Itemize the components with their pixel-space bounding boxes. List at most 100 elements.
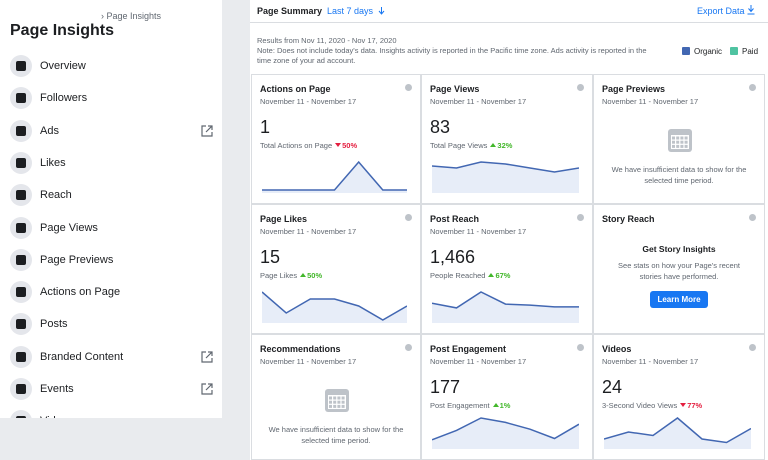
calendar-day — [676, 140, 680, 144]
calendar-day — [337, 396, 341, 400]
metric-change: 32% — [490, 141, 512, 150]
promote-button[interactable]: Promote — [10, 428, 214, 450]
sparkline-area — [262, 162, 407, 193]
card-heading: Get Story Insights — [642, 244, 716, 254]
menu-label: Page Previews — [40, 253, 114, 266]
info-icon[interactable] — [749, 344, 756, 351]
breadcrumb[interactable]: › Page Insights — [101, 11, 162, 21]
metric-change: 1% — [492, 401, 510, 410]
icon-glyph — [16, 157, 26, 168]
sparkline-line — [432, 161, 579, 173]
menu-item[interactable]: Likes — [10, 151, 215, 174]
card-title: Videos — [602, 344, 632, 354]
calendar-day — [672, 136, 675, 140]
icon-glyph — [16, 190, 26, 201]
metric-value: 24 — [602, 377, 623, 397]
calendar-day — [333, 400, 337, 404]
legend-item: Paid — [730, 47, 758, 56]
metric-name: 3-Second Video Views — [602, 401, 678, 410]
card-dates: November 11 - November 17 — [602, 97, 699, 106]
info-icon[interactable] — [405, 344, 412, 351]
menu-item[interactable]: Followers — [10, 87, 215, 110]
calendar-icon — [668, 129, 692, 152]
card-title: Post Engagement — [430, 344, 507, 354]
menu-icon — [10, 410, 32, 418]
card-dates: November 11 - November 17 — [260, 97, 357, 106]
card-title: Story Reach — [602, 214, 655, 224]
menu-icon — [10, 313, 32, 336]
icon-glyph — [16, 222, 26, 233]
metric-name: Total Page Views — [430, 141, 488, 150]
sparkline-area — [604, 418, 751, 449]
external-glyph — [201, 351, 213, 363]
icon-glyph — [16, 93, 26, 104]
export-link[interactable]: Export Data — [697, 6, 745, 16]
sparkline — [432, 161, 579, 193]
calendar-page — [671, 135, 689, 149]
info-icon[interactable] — [577, 214, 584, 221]
sparkline — [262, 291, 407, 323]
menu-icon — [10, 378, 32, 400]
info-icon[interactable] — [405, 84, 412, 91]
card-message: We have insufficient data to show for th… — [268, 425, 404, 445]
menu-item[interactable]: Reach — [10, 184, 215, 207]
metric-label: People Reached 67% — [430, 271, 510, 280]
metric-label: Total Page Views 32% — [430, 141, 512, 150]
range-selector[interactable]: Last 7 days — [327, 6, 374, 16]
icon-glyph — [16, 254, 26, 265]
menu-item[interactable]: Branded Content — [10, 345, 215, 368]
menu-icon — [10, 87, 32, 110]
sparkline — [262, 160, 407, 193]
menu-icon — [10, 281, 32, 304]
calendar-day — [329, 400, 332, 404]
external-glyph — [201, 124, 213, 137]
icon-glyph — [16, 351, 26, 362]
calendar-day — [684, 144, 688, 148]
menu-item[interactable]: Overview — [10, 55, 215, 77]
menu-item[interactable]: Posts — [10, 313, 215, 336]
card-dates: November 11 - November 17 — [260, 357, 357, 366]
card: Recommendations November 11 - November 17… — [251, 334, 421, 460]
legend-item: Organic — [682, 47, 722, 56]
sparkline-line — [262, 160, 407, 191]
menu-item[interactable]: Actions on Page — [10, 281, 215, 304]
menu-item[interactable]: Page Previews — [10, 248, 215, 271]
menu-item[interactable]: Events — [10, 378, 215, 400]
card: Videos November 11 - November 17 24 3-Secon… — [593, 334, 765, 460]
info-icon[interactable] — [577, 344, 584, 351]
calendar-day — [333, 404, 337, 408]
menu-item[interactable]: Ads — [10, 119, 215, 142]
trend-arrow — [680, 403, 687, 407]
icon-glyph — [16, 287, 26, 298]
menu-label: Likes — [40, 156, 66, 169]
calendar-day — [329, 404, 332, 408]
menu-item[interactable]: Videos — [10, 410, 215, 418]
results-range: Results from Nov 11, 2020 - Nov 17, 2020 — [257, 36, 397, 45]
change-text: 50% — [342, 141, 358, 150]
card: Page Previews November 11 - November 17 We… — [593, 74, 765, 204]
card-title: Page Views — [430, 84, 480, 94]
menu-icon — [10, 248, 32, 271]
calendar-day — [341, 400, 345, 404]
info-icon[interactable] — [749, 84, 756, 91]
legend-label: Organic — [694, 47, 723, 56]
menu-label: Posts — [40, 318, 68, 331]
menu-item[interactable]: Page Views — [10, 216, 215, 239]
notice: Results from Nov 11, 2020 - Nov 17, 2020… — [257, 36, 662, 66]
menu-label: Events — [40, 383, 74, 395]
metric-label: 3-Second Video Views 77% — [602, 401, 702, 410]
menu-label: Branded Content — [40, 350, 124, 363]
learn-more-button[interactable]: Learn More — [650, 291, 708, 308]
metric-name: Post Engagement — [430, 401, 490, 410]
card: Post Reach November 11 - November 17 1,466… — [421, 204, 593, 334]
metric-change: 67% — [488, 271, 510, 280]
info-icon[interactable] — [749, 214, 756, 221]
sparkline-area — [432, 418, 579, 449]
metric-label: Post Engagement 1% — [430, 401, 510, 410]
info-icon[interactable] — [405, 214, 412, 221]
info-icon[interactable] — [577, 84, 584, 91]
sparkline-area — [432, 162, 579, 193]
metric-value: 83 — [430, 117, 451, 137]
calendar-day — [676, 144, 680, 148]
